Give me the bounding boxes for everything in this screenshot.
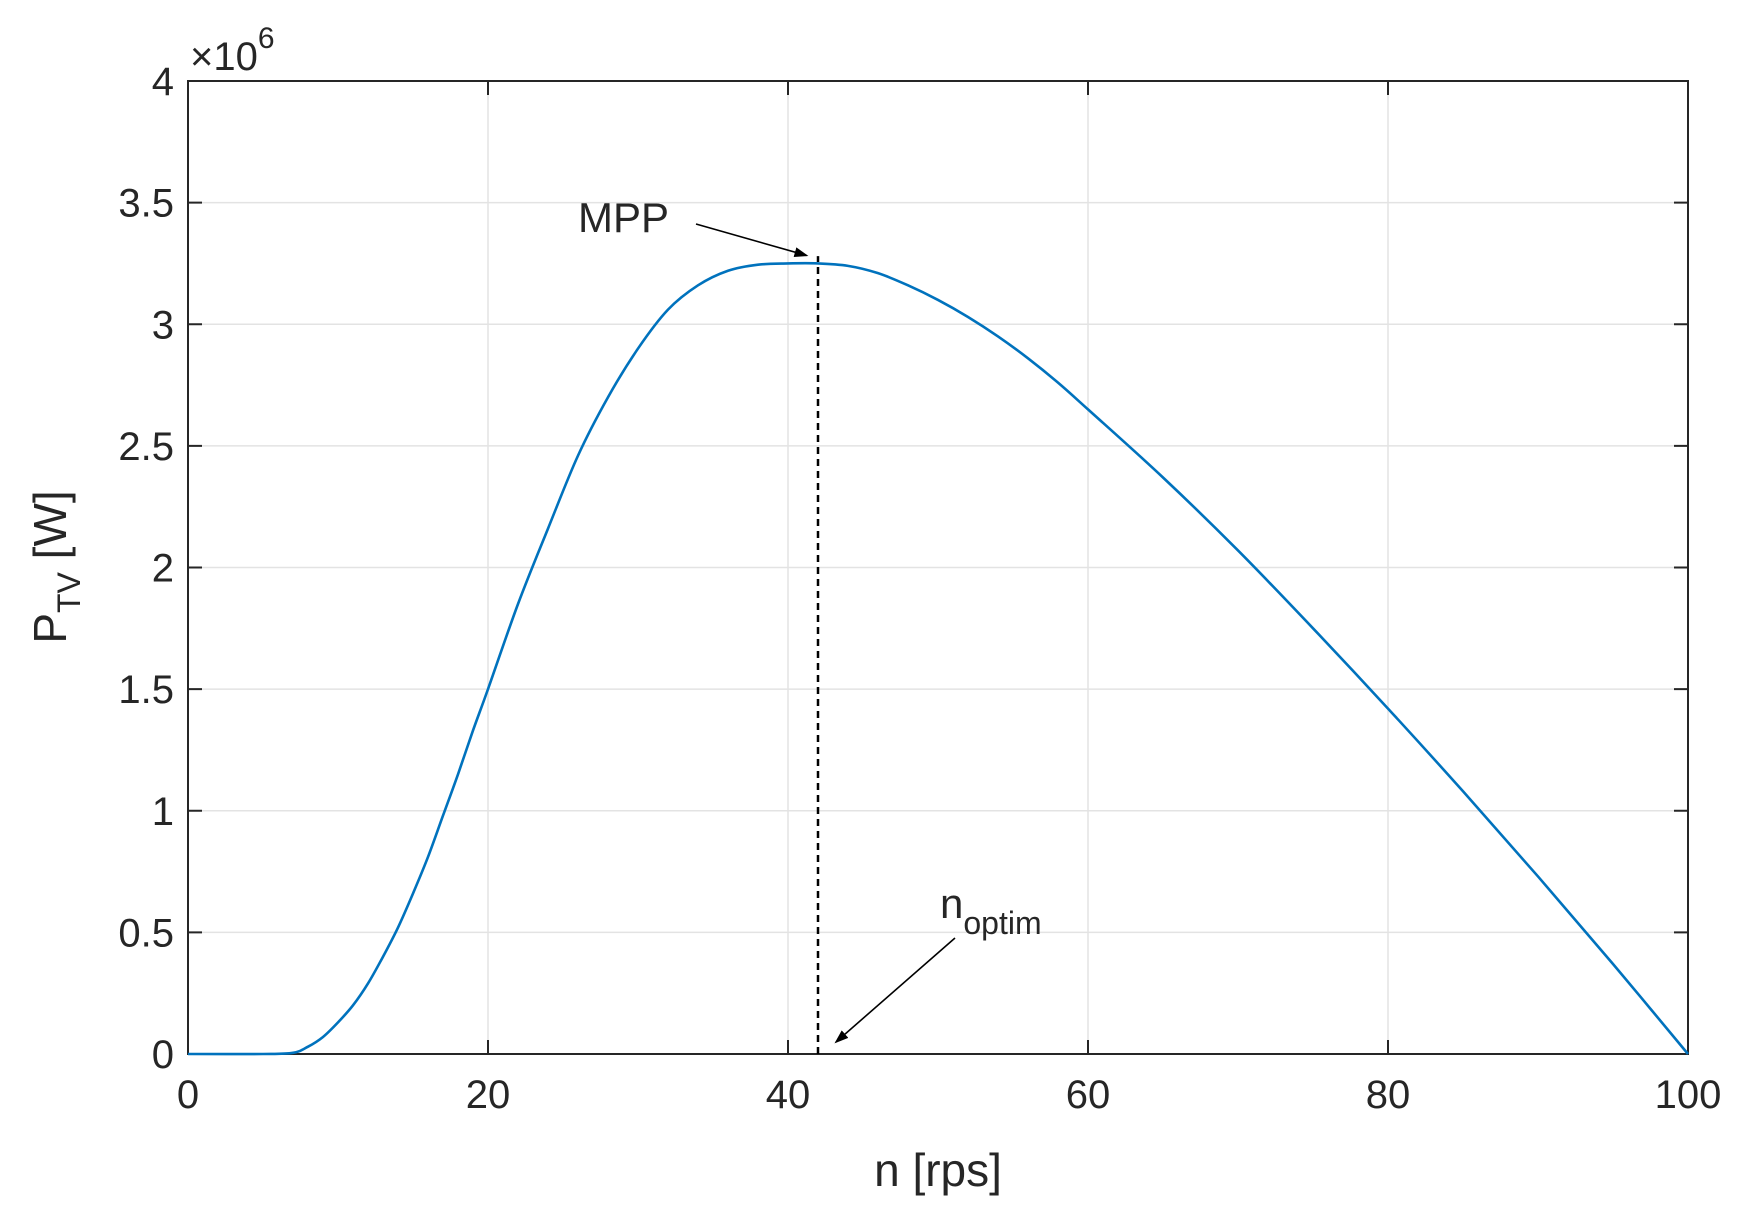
annotation-n-optim: noptim: [940, 880, 1042, 941]
annotation-mpp: MPP: [578, 194, 669, 241]
y-tick-label: 1: [152, 790, 174, 834]
y-tick-label: 3: [152, 303, 174, 347]
y-tick-label: 0: [152, 1033, 174, 1077]
y-exponent: ×106: [190, 22, 275, 79]
x-tick-label: 40: [766, 1073, 811, 1117]
y-tick-label: 1.5: [118, 668, 174, 712]
grid: [188, 81, 1688, 1054]
x-tick-label: 100: [1655, 1073, 1722, 1117]
annotation-n-optim-main: n: [940, 880, 963, 927]
annotation-n-optim-sub: optim: [963, 905, 1041, 941]
y-exponent-power: 6: [258, 22, 275, 55]
x-tick-label: 0: [177, 1073, 199, 1117]
annotation-n-optim-arrow: [834, 937, 956, 1044]
y-tick-label: 2.5: [118, 425, 174, 469]
x-tick-label: 20: [466, 1073, 511, 1117]
annotation-mpp-arrow: [695, 223, 809, 257]
y-tick-label: 2: [152, 547, 174, 591]
y-axis-label-suffix: [W]: [24, 490, 76, 572]
x-tick-labels: 0 20 40 60 80 100: [177, 1073, 1722, 1117]
y-axis-label: PTV [W]: [24, 490, 87, 643]
y-tick-label: 3.5: [118, 182, 174, 226]
y-tick-label: 4: [152, 60, 174, 104]
x-tick-label: 80: [1366, 1073, 1411, 1117]
x-axis-label: n [rps]: [874, 1144, 1002, 1196]
x-tick-label: 60: [1066, 1073, 1111, 1117]
y-tick-label: 0.5: [118, 911, 174, 955]
y-exponent-base: ×10: [190, 35, 258, 79]
y-axis-label-sub: TV: [51, 571, 87, 613]
y-axis-label-main: P: [24, 613, 76, 644]
y-tick-labels: 0 0.5 1 1.5 2 2.5 3 3.5 4: [118, 60, 174, 1077]
series-line-power: [187, 261, 1689, 1056]
